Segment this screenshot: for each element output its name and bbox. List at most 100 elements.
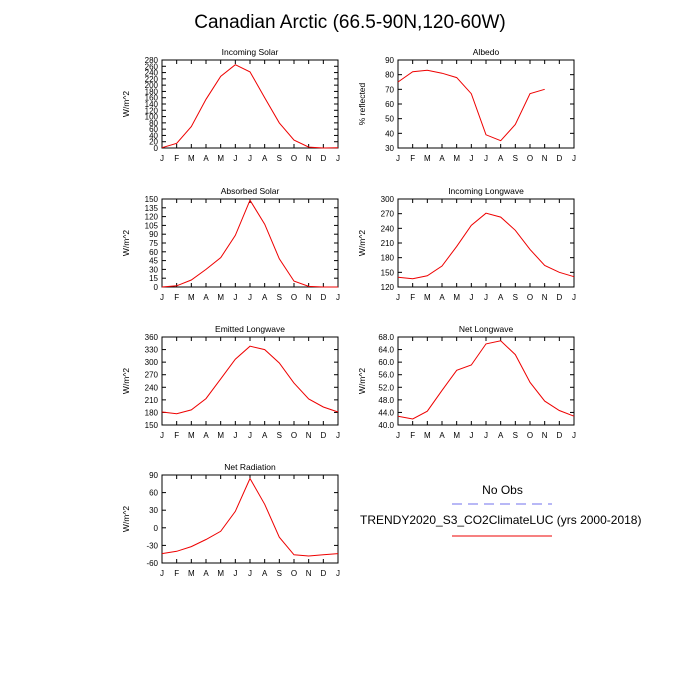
incoming-solar-series-line bbox=[161, 64, 339, 149]
incoming-solar-x-tick-label: J bbox=[160, 154, 164, 163]
absorbed-solar-x-tick-label: A bbox=[262, 293, 268, 302]
albedo-x-tick-label: J bbox=[484, 154, 488, 163]
absorbed-solar-y-axis-label: W/m^2 bbox=[121, 230, 131, 256]
incoming-solar-x-tick-label: N bbox=[306, 154, 312, 163]
net-longwave-x-tick-label: A bbox=[498, 431, 504, 440]
absorbed-solar-x-tick-label: J bbox=[160, 293, 164, 302]
absorbed-solar-y-tick-label: 75 bbox=[149, 239, 158, 248]
albedo-x-tick-label: D bbox=[556, 154, 562, 163]
net-radiation-y-tick-label: 0 bbox=[154, 524, 159, 533]
emitted-longwave-y-tick-label: 330 bbox=[145, 346, 159, 355]
incoming-longwave-y-tick-label: 270 bbox=[381, 210, 395, 219]
net-longwave-x-tick-label: M bbox=[453, 431, 460, 440]
incoming-solar-y-axis-label: W/m^2 bbox=[121, 91, 131, 117]
incoming-solar-y-tick-label: 220 bbox=[145, 75, 159, 84]
net-radiation-x-tick-label: N bbox=[306, 569, 312, 578]
incoming-longwave-y-tick-label: 240 bbox=[381, 224, 395, 233]
absorbed-solar-x-tick-label: J bbox=[248, 293, 252, 302]
albedo-y-tick-label: 90 bbox=[385, 56, 394, 65]
net-radiation-y-tick-label: -30 bbox=[146, 541, 158, 550]
net-longwave-y-tick-label: 40.0 bbox=[378, 421, 394, 430]
albedo-x-tick-label: J bbox=[469, 154, 473, 163]
emitted-longwave-x-tick-label: S bbox=[277, 431, 282, 440]
absorbed-solar-x-tick-label: S bbox=[277, 293, 282, 302]
net-longwave-x-tick-label: M bbox=[424, 431, 431, 440]
net-longwave-y-tick-label: 64.0 bbox=[378, 346, 394, 355]
incoming-solar-x-tick-label: S bbox=[277, 154, 282, 163]
emitted-longwave-plot-frame bbox=[161, 336, 339, 426]
emitted-longwave-y-tick-label: 210 bbox=[145, 396, 159, 405]
incoming-solar-x-tick-label: J bbox=[248, 154, 252, 163]
net-longwave-y-tick-label: 48.0 bbox=[378, 396, 394, 405]
emitted-longwave-x-tick-label: J bbox=[160, 431, 164, 440]
incoming-longwave-x-tick-label: A bbox=[498, 293, 504, 302]
emitted-longwave-x-tick-label: M bbox=[217, 431, 224, 440]
net-radiation-y-tick-label: 60 bbox=[149, 489, 158, 498]
absorbed-solar-x-tick-label: J bbox=[233, 293, 237, 302]
net-longwave-series-line bbox=[397, 340, 575, 420]
absorbed-solar-y-tick-label: 30 bbox=[149, 265, 158, 274]
incoming-longwave-x-tick-label: O bbox=[527, 293, 533, 302]
net-radiation-x-tick-label: M bbox=[188, 569, 195, 578]
net-radiation-x-tick-label: D bbox=[320, 569, 326, 578]
legend-obs-label: No Obs bbox=[482, 483, 523, 497]
net-longwave-x-tick-label: J bbox=[484, 431, 488, 440]
incoming-solar-y-tick-label: 80 bbox=[149, 119, 158, 128]
net-longwave-x-tick-label: D bbox=[556, 431, 562, 440]
incoming-solar-y-tick-label: 180 bbox=[145, 87, 159, 96]
net-longwave-y-tick-label: 56.0 bbox=[378, 371, 394, 380]
albedo-y-tick-label: 40 bbox=[385, 129, 394, 138]
emitted-longwave-y-tick-label: 270 bbox=[145, 371, 159, 380]
incoming-longwave-title: Incoming Longwave bbox=[448, 186, 524, 196]
incoming-longwave-y-tick-label: 180 bbox=[381, 254, 395, 263]
incoming-longwave-x-tick-label: J bbox=[469, 293, 473, 302]
emitted-longwave-x-tick-label: D bbox=[320, 431, 326, 440]
incoming-solar-y-tick-label: 200 bbox=[145, 81, 159, 90]
incoming-solar-y-tick-label: 160 bbox=[145, 94, 159, 103]
incoming-solar-y-tick-label: 240 bbox=[145, 69, 159, 78]
incoming-longwave-x-tick-label: S bbox=[513, 293, 518, 302]
page-title: Canadian Arctic (66.5-90N,120-60W) bbox=[194, 12, 506, 33]
absorbed-solar-plot-frame bbox=[161, 198, 339, 288]
incoming-longwave-x-tick-label: N bbox=[542, 293, 548, 302]
net-longwave-y-tick-label: 68.0 bbox=[378, 333, 394, 342]
net-radiation-plot-frame bbox=[161, 474, 339, 564]
absorbed-solar-x-tick-label: N bbox=[306, 293, 312, 302]
net-radiation-y-tick-label: 90 bbox=[149, 471, 158, 480]
emitted-longwave-y-tick-label: 300 bbox=[145, 358, 159, 367]
albedo-x-tick-label: A bbox=[498, 154, 504, 163]
incoming-longwave-x-tick-label: M bbox=[453, 293, 460, 302]
albedo-y-tick-label: 30 bbox=[385, 144, 394, 153]
albedo-y-tick-label: 50 bbox=[385, 115, 394, 124]
incoming-solar-x-tick-label: O bbox=[291, 154, 297, 163]
emitted-longwave-y-axis-label: W/m^2 bbox=[121, 368, 131, 394]
albedo-y-tick-label: 80 bbox=[385, 71, 394, 80]
chart-panels: J F M A M J J A S O N D J020406080100120140160180200… bbox=[121, 47, 576, 578]
incoming-longwave-y-axis-label: W/m^2 bbox=[357, 230, 367, 256]
absorbed-solar-x-tick-label: D bbox=[320, 293, 326, 302]
absorbed-solar-x-tick-label: J bbox=[336, 293, 340, 302]
net-longwave-title: Net Longwave bbox=[459, 324, 514, 334]
net-radiation-x-tick-label: S bbox=[277, 569, 282, 578]
incoming-solar-x-tick-label: F bbox=[174, 154, 179, 163]
emitted-longwave-x-tick-label: A bbox=[203, 431, 209, 440]
emitted-longwave-x-tick-label: N bbox=[306, 431, 312, 440]
emitted-longwave-x-tick-label: A bbox=[262, 431, 268, 440]
absorbed-solar-y-tick-label: 0 bbox=[154, 283, 159, 292]
panel-absorbed-solar: J F M A M J J A S O N D J0153045607590105120135150Ab… bbox=[121, 186, 340, 302]
panel-net-longwave: J F M A M J J A S O N D J40.044.048.052.056.060.064.… bbox=[357, 324, 576, 440]
net-radiation-x-tick-label: J bbox=[336, 569, 340, 578]
absorbed-solar-y-tick-label: 15 bbox=[149, 274, 158, 283]
emitted-longwave-y-tick-label: 150 bbox=[145, 421, 159, 430]
incoming-solar-y-tick-label: 280 bbox=[145, 56, 159, 65]
net-longwave-y-tick-label: 60.0 bbox=[378, 358, 394, 367]
incoming-solar-y-tick-label: 120 bbox=[145, 106, 159, 115]
legend bbox=[452, 503, 552, 537]
incoming-solar-y-tick-label: 100 bbox=[145, 113, 159, 122]
net-longwave-x-tick-label: J bbox=[572, 431, 576, 440]
incoming-solar-title: Incoming Solar bbox=[222, 47, 279, 57]
incoming-longwave-x-tick-label: J bbox=[484, 293, 488, 302]
